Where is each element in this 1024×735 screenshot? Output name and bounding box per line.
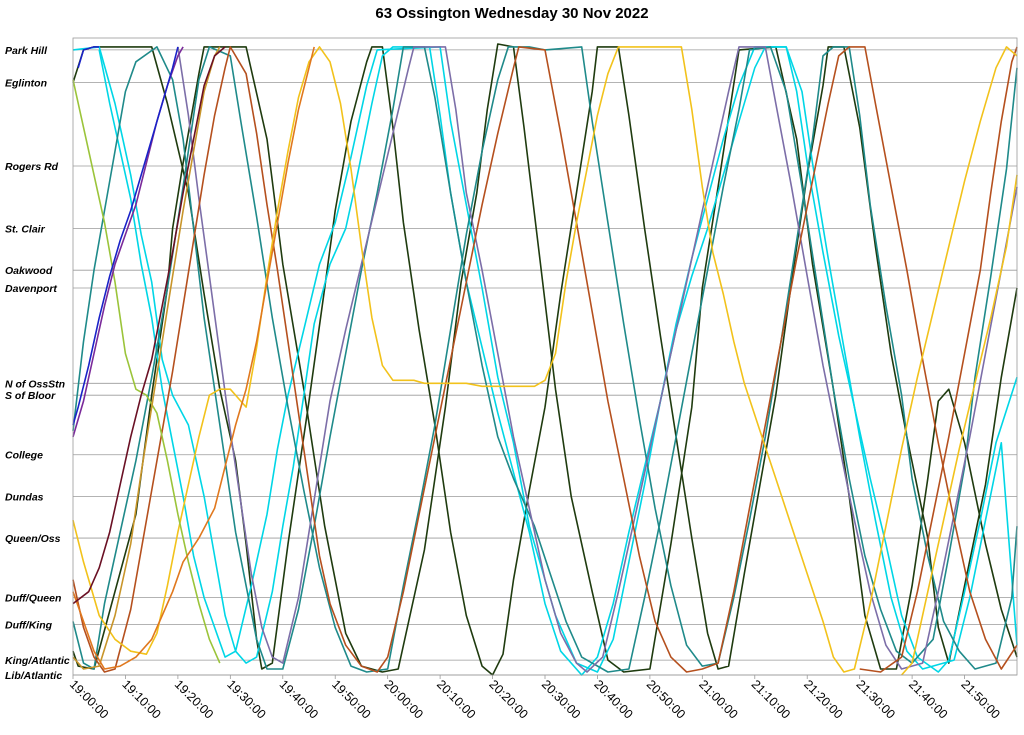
x-tick-label: 21:10:00	[749, 677, 793, 721]
x-tick-label: 20:50:00	[644, 677, 688, 721]
x-tick-label: 19:30:00	[224, 677, 268, 721]
x-tick-label: 19:00:00	[67, 677, 111, 721]
x-tick-label: 20:10:00	[434, 677, 478, 721]
trip-line-13	[72, 46, 221, 670]
trip-line-12	[72, 79, 221, 664]
x-tick-label: 21:00:00	[696, 677, 740, 721]
stop-label: Queen/Oss	[5, 533, 61, 545]
x-tick-label: 21:40:00	[906, 677, 950, 721]
trip-line-11	[901, 174, 1018, 676]
x-tick-label: 19:40:00	[277, 677, 321, 721]
stop-labels: Park Hill Eglinton Rogers Rd St. Clair Oakwo…	[5, 45, 70, 682]
x-tick-label: 21:20:00	[801, 677, 845, 721]
trip-line-6	[72, 46, 1018, 673]
stop-label: Dundas	[5, 491, 44, 503]
stop-label: Davenport	[5, 283, 57, 295]
trip-line-2	[72, 46, 1018, 676]
stop-label: Eglinton	[5, 78, 47, 90]
x-tick-label: 20:00:00	[382, 677, 426, 721]
stop-label: King/Atlantic	[5, 655, 70, 667]
trip-line-9	[859, 46, 1018, 673]
stop-label: Oakwood	[5, 265, 53, 277]
trip-line-17	[72, 46, 179, 426]
stop-gridlines	[73, 49, 1017, 676]
stop-label: St. Clair	[5, 224, 46, 236]
stop-label: Park Hill	[5, 45, 48, 57]
x-tick-label: 21:50:00	[958, 677, 1002, 721]
trip-lines	[72, 43, 1018, 676]
trip-line-3	[72, 46, 1018, 676]
trip-line-16	[72, 46, 184, 438]
x-tick-label: 20:30:00	[539, 677, 583, 721]
trip-line-14	[72, 46, 315, 670]
trip-line-18	[77, 46, 100, 69]
stop-label: S of Bloor	[5, 390, 56, 402]
trip-line-7	[177, 46, 1018, 673]
chart-title: 63 Ossington Wednesday 30 Nov 2022	[375, 5, 648, 22]
trip-line-4	[98, 46, 1018, 673]
x-tick-label: 21:30:00	[854, 677, 898, 721]
trip-line-8	[72, 46, 1018, 673]
trip-line-10	[72, 46, 1018, 673]
x-tick-label: 20:40:00	[591, 677, 635, 721]
x-tick-label: 19:20:00	[172, 677, 216, 721]
stop-label: Lib/Atlantic	[5, 670, 62, 682]
x-tick-label: 20:20:00	[486, 677, 530, 721]
stop-label: Duff/King	[5, 619, 53, 631]
stop-label: N of OssStn	[5, 378, 65, 390]
stop-label: Rogers Rd	[5, 161, 59, 173]
time-axis-ticks: 19:00:00 19:10:00 19:20:00 19:30:00 19:40:00…	[67, 675, 1003, 722]
stop-label: College	[5, 450, 43, 462]
x-tick-label: 19:10:00	[119, 677, 163, 721]
trip-line-15	[72, 46, 226, 605]
x-tick-label: 19:50:00	[329, 677, 373, 721]
stop-label: Duff/Queen	[5, 593, 61, 605]
trip-line-1	[72, 43, 1018, 673]
